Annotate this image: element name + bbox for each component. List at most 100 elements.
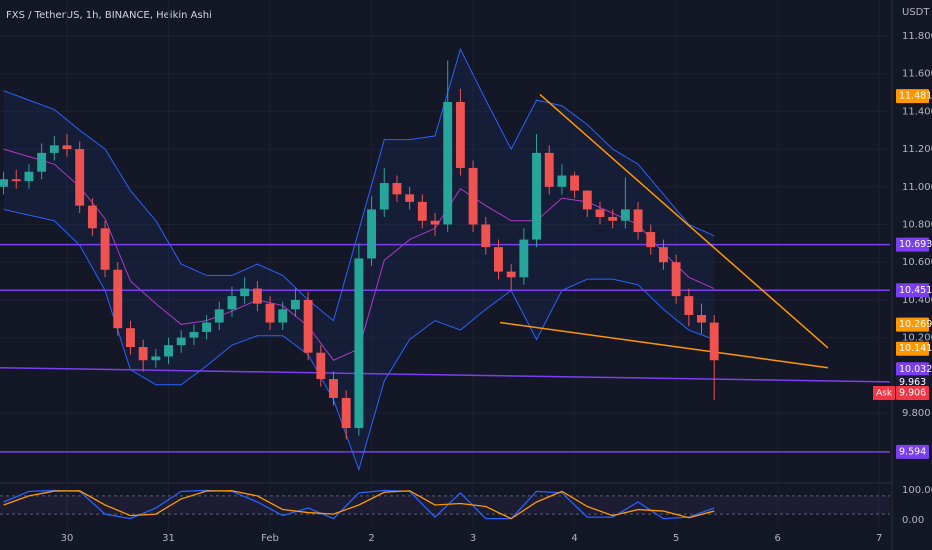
candle-body — [633, 209, 643, 233]
price-label: 9.963 — [899, 377, 926, 388]
y-tick-label: 10.600 — [902, 257, 932, 268]
y-tick-label: 11.200 — [902, 144, 932, 155]
candle-body — [519, 239, 529, 278]
candle-body — [417, 201, 427, 221]
chart-title: FXS / TetherUS, 1h, BINANCE, Heikin Ashi — [6, 10, 212, 21]
osc-line — [3, 489, 715, 520]
price-label: 9.594 — [899, 446, 926, 457]
x-tick-label: 5 — [673, 533, 679, 544]
candle-body — [11, 179, 21, 182]
candle-body — [189, 331, 199, 338]
candle-body — [151, 356, 161, 361]
price-label: 10.269 — [899, 319, 932, 330]
trendline — [539, 93, 829, 349]
price-label-box — [896, 386, 929, 401]
candle-body — [252, 288, 262, 304]
candle-body — [113, 269, 123, 329]
candle-body — [430, 220, 440, 225]
candle-body — [100, 228, 110, 270]
candle-body — [176, 337, 186, 346]
x-tick-label: 31 — [162, 533, 175, 544]
price-label: 10.141 — [899, 343, 932, 354]
candle-body — [227, 296, 237, 310]
price-label-box — [896, 444, 929, 459]
candle-body — [316, 352, 326, 380]
y-tick-label: 11.600 — [902, 69, 932, 80]
y-tick-label: 11.000 — [902, 182, 932, 193]
price-label: 10.032 — [899, 364, 932, 375]
candle-body — [126, 328, 135, 348]
candle-body — [494, 247, 503, 272]
price-label: 11.481 — [899, 91, 932, 102]
price-label: 9.906 — [899, 388, 926, 399]
candle-body — [392, 183, 402, 195]
candle-body — [379, 183, 389, 210]
candle-body — [506, 271, 516, 278]
y-tick-label: 10.400 — [902, 295, 932, 306]
candle-body — [354, 258, 364, 429]
candle-body — [570, 175, 580, 191]
price-label-box — [896, 237, 929, 252]
y-tick-label: 10.200 — [902, 333, 932, 344]
x-tick-label: 2 — [368, 533, 374, 544]
candle-body — [303, 299, 313, 353]
price-tag: Ask — [876, 389, 893, 399]
y-tick-label: 9.800 — [902, 408, 931, 419]
candle-body — [24, 171, 34, 182]
price-tag-box — [873, 386, 895, 401]
candle-body — [532, 152, 541, 240]
candle-body — [595, 209, 605, 217]
candle-body — [684, 296, 694, 315]
candle-body — [37, 152, 47, 172]
candle-body — [214, 309, 224, 323]
price-label: 10.693 — [899, 239, 932, 250]
price-label-box — [896, 375, 929, 390]
price-label: 10.451 — [899, 285, 932, 296]
candle-body — [367, 209, 377, 259]
candle-body — [443, 101, 453, 225]
y-tick-label: 11.400 — [902, 106, 932, 117]
candle-body — [278, 309, 288, 323]
candle-body — [329, 379, 338, 398]
x-tick-label: 4 — [571, 533, 577, 544]
y-tick-label: 10.800 — [902, 220, 932, 231]
candle-body — [240, 288, 250, 297]
candle-body — [202, 322, 212, 332]
candle-body — [87, 205, 97, 229]
candle-body — [658, 247, 668, 263]
candle-body — [468, 167, 478, 225]
candle-body — [608, 216, 618, 221]
candle-body — [646, 232, 656, 248]
candle-body — [290, 299, 300, 310]
price-label-box — [896, 317, 929, 332]
candle-body — [671, 262, 681, 297]
price-label-box — [896, 283, 929, 298]
currency-label: USDT — [902, 7, 930, 18]
osc-tick-label: 0.00 — [902, 515, 924, 526]
candle-body — [557, 175, 567, 187]
candle-body — [405, 194, 415, 202]
trendline — [0, 367, 891, 383]
candle-body — [544, 152, 554, 187]
candle-body — [75, 149, 85, 206]
band-line — [3, 208, 715, 472]
x-tick-label: 30 — [61, 533, 74, 544]
price-label-box — [896, 341, 929, 356]
candle-body — [164, 345, 173, 357]
osc-line — [3, 490, 715, 520]
price-label-box — [896, 89, 929, 104]
candle-body — [49, 145, 59, 153]
candle-body — [697, 314, 706, 323]
candle-body — [481, 224, 491, 248]
x-tick-label: 6 — [774, 533, 780, 544]
candle-body — [582, 190, 592, 210]
osc-tick-label: 100.00 — [902, 485, 932, 496]
candle-body — [138, 347, 148, 361]
band-line — [3, 47, 715, 322]
x-tick-label: 7 — [876, 533, 882, 544]
y-tick-label: 11.800 — [902, 31, 932, 42]
candle-body — [0, 179, 8, 187]
x-tick-label: Feb — [261, 533, 279, 544]
